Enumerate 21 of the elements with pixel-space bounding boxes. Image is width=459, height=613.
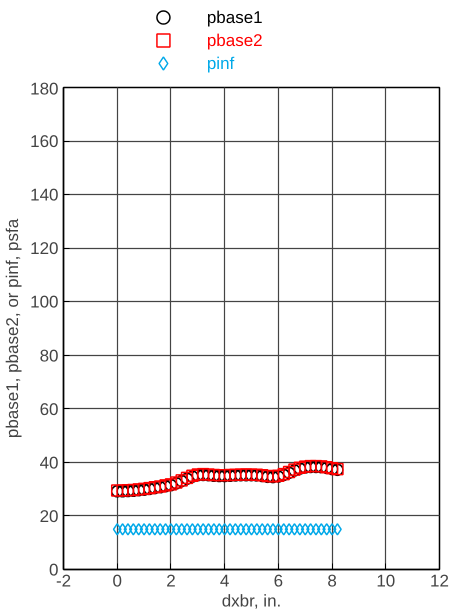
y-tick-label: 100: [30, 292, 59, 312]
y-tick-label: 80: [40, 346, 59, 366]
y-tick-label: 20: [40, 506, 59, 526]
x-tick-label: 8: [327, 572, 337, 590]
legend-label: pbase1: [206, 8, 263, 27]
y-tick-label: 140: [30, 186, 59, 205]
y-axis-title: pbase1, pbase2, or pinf, psfa: [3, 218, 22, 438]
x-tick-label: 2: [166, 572, 176, 590]
y-tick-label: 160: [30, 132, 59, 152]
y-tick-label: 120: [30, 239, 59, 258]
y-tick-label: 60: [40, 400, 59, 419]
legend-label: pinf: [206, 54, 235, 73]
x-tick-label: 12: [430, 572, 449, 590]
x-tick-label: 6: [274, 572, 284, 590]
x-tick-label: 4: [220, 572, 230, 590]
legend-label: pbase2: [206, 31, 263, 50]
y-tick-label: 180: [30, 80, 59, 98]
y-tick-label: 40: [40, 453, 59, 472]
x-tick-label: 10: [376, 572, 396, 590]
x-tick-label: 0: [112, 572, 122, 590]
x-axis-title: dxbr, in.: [222, 592, 282, 610]
